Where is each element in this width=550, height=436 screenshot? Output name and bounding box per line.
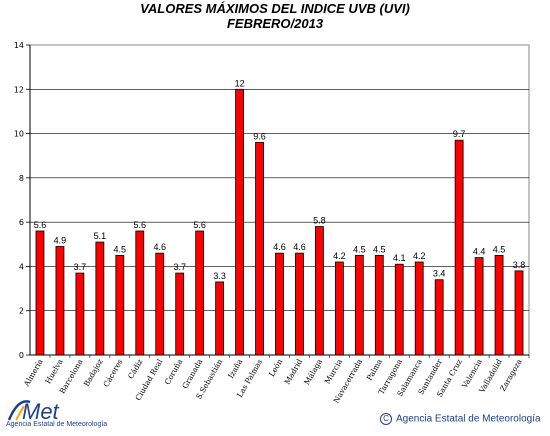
data-label-10: 12 bbox=[235, 78, 245, 88]
bar-20 bbox=[434, 279, 444, 356]
data-label-5: 5.6 bbox=[134, 220, 147, 230]
bar-12 bbox=[275, 252, 284, 356]
bar-0 bbox=[35, 230, 45, 356]
y-tick-label: 6 bbox=[19, 218, 24, 227]
data-label-1: 4.9 bbox=[54, 236, 67, 246]
y-tick-label: 8 bbox=[19, 174, 24, 183]
chart-title: VALORES MÁXIMOS DEL INDICE UVB (UVI) bbox=[140, 1, 410, 16]
data-label-18: 4.1 bbox=[393, 253, 406, 263]
svg-text:Met: Met bbox=[22, 399, 60, 424]
bar-1 bbox=[55, 246, 65, 356]
bar-9 bbox=[215, 281, 225, 356]
bar-22 bbox=[474, 257, 484, 356]
bar-17 bbox=[374, 254, 384, 356]
bar-18 bbox=[394, 263, 404, 356]
x-tick-label-14: Málaga bbox=[302, 357, 324, 386]
x-tick-label-15: Murcia bbox=[323, 357, 345, 385]
x-tick-label-7: Coruña bbox=[163, 357, 185, 386]
data-label-22: 4.4 bbox=[473, 247, 486, 257]
bar-10 bbox=[235, 88, 244, 356]
data-label-15: 4.2 bbox=[333, 251, 346, 261]
data-label-23: 4.5 bbox=[493, 244, 506, 254]
bar-11 bbox=[255, 142, 264, 356]
x-tick-label-17: Palma bbox=[365, 357, 385, 382]
bar-24 bbox=[514, 270, 524, 356]
bar-4 bbox=[115, 254, 125, 356]
chart-subtitle: FEBRERO/2013 bbox=[226, 16, 324, 31]
bar-19 bbox=[414, 261, 424, 356]
data-label-4: 4.5 bbox=[114, 244, 127, 254]
y-tick-label: 0 bbox=[19, 351, 24, 360]
data-label-6: 4.6 bbox=[153, 242, 166, 252]
data-label-3: 5.1 bbox=[94, 231, 107, 241]
bar-15 bbox=[334, 261, 344, 356]
x-tick-label-1: Huelva bbox=[43, 357, 65, 385]
y-tick-label: 12 bbox=[14, 85, 24, 94]
data-label-12: 4.6 bbox=[273, 242, 286, 252]
data-label-16: 4.5 bbox=[353, 244, 366, 254]
bar-13 bbox=[295, 252, 304, 356]
y-tick-label: 14 bbox=[14, 41, 24, 50]
y-tick-label: 4 bbox=[19, 262, 24, 271]
y-tick-label: 2 bbox=[19, 307, 24, 316]
data-label-8: 5.6 bbox=[193, 220, 206, 230]
logo-subtext: Agencia Estatal de Meteorología bbox=[6, 421, 108, 428]
copyright-text: Agencia Estatal de Meteorología bbox=[396, 413, 541, 425]
x-tick-label-5: Cádiz bbox=[126, 357, 144, 380]
bar-7 bbox=[175, 272, 185, 356]
bar-16 bbox=[354, 254, 364, 356]
data-label-0: 5.6 bbox=[34, 220, 47, 230]
data-label-13: 4.6 bbox=[293, 242, 306, 252]
data-label-17: 4.5 bbox=[373, 244, 386, 254]
bar-21 bbox=[454, 139, 464, 356]
data-label-14: 5.8 bbox=[313, 216, 326, 226]
data-label-2: 3.7 bbox=[74, 262, 87, 272]
bar-23 bbox=[494, 254, 504, 356]
x-tick-label-12: León bbox=[267, 357, 284, 378]
data-label-11: 9.6 bbox=[253, 131, 266, 141]
copyright-icon: C bbox=[380, 413, 392, 425]
data-label-19: 4.2 bbox=[413, 251, 426, 261]
copyright-notice: C Agencia Estatal de Meteorología bbox=[380, 413, 541, 425]
x-tick-label-0: Almería bbox=[22, 357, 45, 389]
data-label-9: 3.3 bbox=[213, 271, 226, 281]
data-label-21: 9.7 bbox=[453, 129, 466, 139]
data-label-20: 3.4 bbox=[433, 269, 446, 279]
bar-3 bbox=[95, 241, 105, 356]
data-label-7: 3.7 bbox=[173, 262, 186, 272]
bar-6 bbox=[155, 252, 165, 356]
bar-8 bbox=[195, 230, 205, 356]
x-tick-label-10: Izaña bbox=[226, 357, 244, 380]
bar-2 bbox=[75, 272, 85, 356]
y-tick-label: 10 bbox=[14, 130, 24, 139]
x-tick-label-13: Madrid bbox=[283, 357, 305, 386]
x-tick-label-4: Cáceres bbox=[101, 357, 124, 388]
bar-14 bbox=[315, 226, 324, 356]
data-label-24: 3.8 bbox=[513, 260, 526, 270]
bar-5 bbox=[135, 230, 145, 356]
aemet-logo: Met bbox=[7, 399, 60, 424]
